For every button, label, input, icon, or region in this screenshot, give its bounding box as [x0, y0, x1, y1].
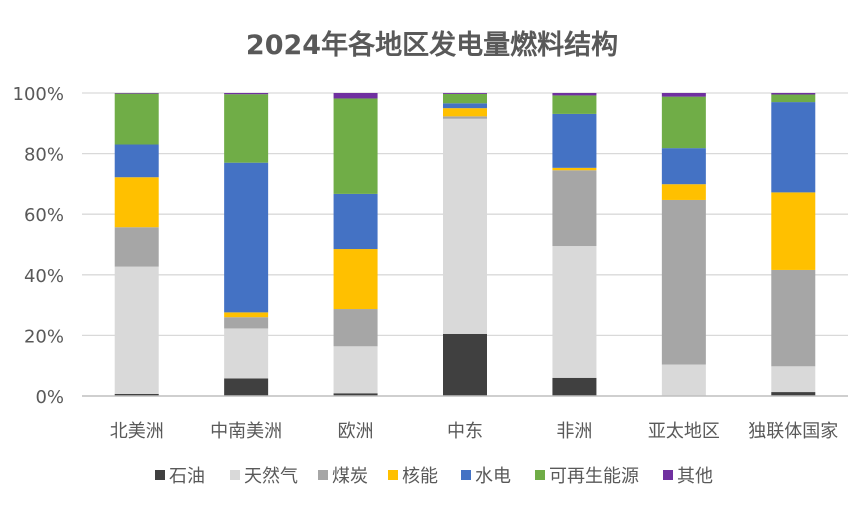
bar-segment [224, 93, 269, 95]
legend-label: 天然气 [244, 466, 298, 487]
bar-segment [333, 93, 378, 99]
bar-segment [771, 366, 816, 393]
x-tick-label: 欧洲 [338, 421, 374, 442]
bar-segment [552, 95, 597, 114]
bar-segment [552, 246, 597, 378]
bar-segment [333, 193, 378, 250]
bar-segment [443, 116, 487, 119]
legend-label: 煤炭 [332, 466, 368, 487]
bar-segment [333, 393, 378, 396]
bar-segment [443, 333, 487, 396]
bar-segment [224, 94, 269, 163]
legend-item: 天然气 [230, 466, 298, 487]
x-tick-label: 独联体国家 [748, 421, 838, 442]
legend-label: 其他 [677, 466, 713, 487]
bar-segment [114, 266, 159, 394]
x-tick-label: 中东 [447, 421, 483, 442]
bar-segment [443, 103, 487, 109]
legend-swatch [663, 470, 673, 480]
legend-item: 石油 [155, 466, 205, 487]
bar-segment [661, 93, 706, 97]
bar-segment [771, 392, 816, 396]
y-tick-label: 100% [13, 84, 64, 105]
legend-item: 核能 [388, 466, 438, 487]
bar-segment [443, 93, 487, 104]
bar-segment [661, 96, 706, 149]
legend-label: 石油 [169, 466, 205, 487]
bar-segment [224, 317, 269, 329]
legend-label: 可再生能源 [549, 466, 639, 487]
legend-swatch [535, 470, 545, 480]
chart-title: 2024年各地区发电量燃料结构 [246, 29, 618, 61]
y-tick-label: 40% [24, 266, 64, 287]
legend-item: 煤炭 [318, 466, 368, 487]
y-tick-label: 0% [35, 387, 64, 408]
bars [114, 93, 816, 396]
legend-swatch [318, 470, 328, 480]
bar-segment [114, 144, 159, 178]
bar-segment [552, 377, 597, 396]
legend: 石油 天然气 煤炭 核能 水电 可再生能源 其他 [155, 466, 713, 487]
legend-label: 核能 [402, 466, 438, 487]
legend-item: 可再生能源 [535, 466, 639, 487]
bar-segment [333, 309, 378, 347]
bar-segment [114, 177, 159, 228]
legend-swatch [388, 470, 398, 480]
bar-segment [771, 94, 816, 103]
y-tick-label: 60% [24, 205, 64, 226]
bar-segment [661, 148, 706, 185]
legend-label: 水电 [475, 466, 511, 487]
legend-swatch [461, 470, 471, 480]
bar-segment [443, 108, 487, 117]
bar-segment [114, 93, 159, 94]
bar-segment [661, 199, 706, 365]
bar-segment [224, 162, 269, 313]
legend-item: 其他 [663, 466, 713, 487]
bar-segment [333, 346, 378, 394]
bar-segment [443, 93, 487, 94]
bar-segment [771, 269, 816, 367]
bar-segment [771, 93, 816, 95]
y-tick-label: 80% [24, 145, 64, 166]
legend-item: 水电 [461, 466, 511, 487]
bar-segment [333, 98, 378, 194]
bar-segment [114, 227, 159, 267]
bar-segment [661, 364, 706, 396]
bar-segment [224, 328, 269, 379]
bar-segment [114, 393, 159, 396]
bar-segment [552, 170, 597, 247]
bar-segment [333, 249, 378, 310]
bar-segment [771, 102, 816, 193]
bar-segment [443, 118, 487, 334]
bar-segment [224, 378, 269, 396]
bar-segment [114, 93, 159, 145]
legend-swatch [230, 470, 240, 480]
bar-segment [552, 167, 597, 171]
legend-swatch [155, 470, 165, 480]
x-tick-label: 北美洲 [110, 421, 164, 442]
x-tick-label: 非洲 [556, 421, 592, 442]
x-tick-label: 亚太地区 [648, 421, 720, 442]
y-tick-label: 20% [24, 326, 64, 347]
axes: 0% 20% 40% 60% 80% 100% 北美洲 中南美洲 欧洲 中东 非洲 亚太地区 独联体国家 [13, 84, 848, 442]
bar-segment [771, 192, 816, 270]
x-tick-label: 中南美洲 [210, 421, 282, 442]
bar-segment [552, 93, 597, 96]
bar-segment [224, 312, 269, 318]
bar-segment [661, 184, 706, 200]
bar-segment [552, 113, 597, 168]
